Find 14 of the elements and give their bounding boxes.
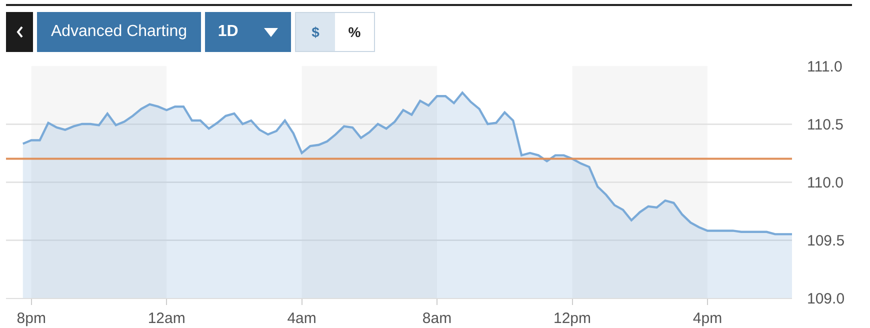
x-tick-label: 12am <box>148 310 186 327</box>
x-tick-label: 4am <box>287 310 316 327</box>
x-tick-label: 8am <box>422 310 452 327</box>
x-tick-label: 12pm <box>553 310 592 327</box>
currency-toggle: $ <box>296 13 335 51</box>
y-tick-label: 109.5 <box>807 232 845 250</box>
charting-button: Advanced Charting <box>37 12 201 52</box>
y-tick-label: 110.0 <box>807 174 844 192</box>
x-tick-label: 8pm <box>16 310 46 327</box>
x-tick-label: 4pm <box>692 310 722 327</box>
y-tick-label: 109.0 <box>807 290 845 308</box>
y-tick-label: 110.5 <box>807 116 844 134</box>
y-tick-label: 111.0 <box>807 58 842 76</box>
range-dropdown: 1D <box>205 12 291 52</box>
